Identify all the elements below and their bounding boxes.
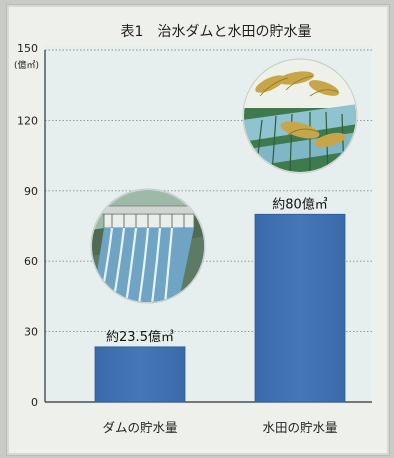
- y-tick-label: 60: [24, 255, 38, 268]
- rice-paddy-illustration: [242, 58, 358, 174]
- data-label: 約23.5億㎥: [106, 329, 174, 345]
- bar: [94, 346, 186, 403]
- y-tick-label: 30: [24, 326, 38, 339]
- y-unit-label: (億㎥): [14, 59, 39, 71]
- y-tick-label: 120: [17, 114, 38, 127]
- y-tick-label: 0: [31, 396, 38, 409]
- dam-illustration: [90, 188, 206, 304]
- x-tick-label: ダムの貯水量: [102, 420, 177, 435]
- x-tick-labels: ダムの貯水量 水田の貯水量: [102, 420, 337, 435]
- y-tick-label: 90: [24, 185, 38, 198]
- bars: [94, 213, 346, 403]
- y-tick-label: 150: [17, 42, 38, 55]
- x-tick-label: 水田の貯水量: [262, 420, 337, 435]
- chart-title: 表1 治水ダムと水田の貯水量: [121, 24, 312, 40]
- data-label: 約80億㎥: [272, 196, 328, 212]
- data-labels: 約23.5億㎥ 約80億㎥: [106, 196, 328, 345]
- y-tick-labels: 150 120 90 60 30 0: [17, 42, 38, 409]
- bar: [254, 213, 346, 403]
